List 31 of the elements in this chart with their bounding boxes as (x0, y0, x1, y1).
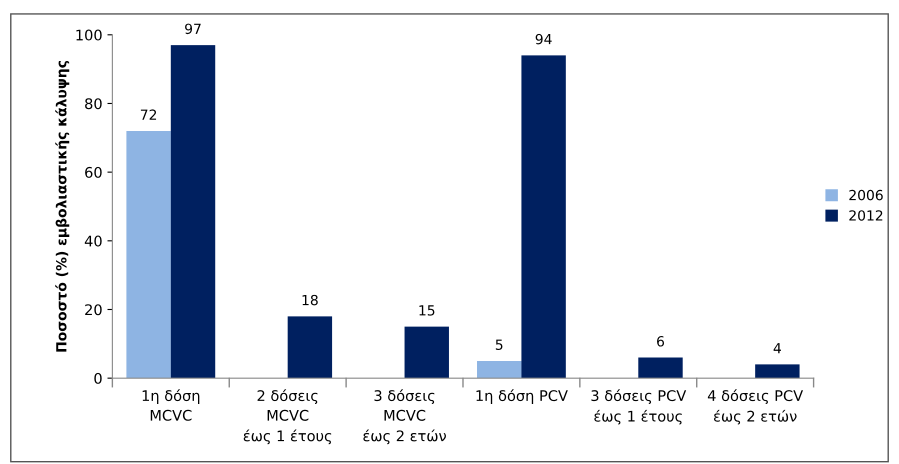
x-tick-label: 2 δόσεις MCVC έως 1 έτους (244, 389, 332, 444)
data-label: 97 (185, 24, 201, 34)
bar (477, 360, 522, 378)
bar (638, 358, 683, 378)
y-axis-title: Ποσοστό (%) εμβολιαστικής κάλυψης (55, 60, 70, 352)
data-label: 4 (774, 343, 782, 354)
x-tick-label: 3 δόσεις MCVC έως 2 ετών (363, 389, 446, 444)
y-tick-label: 80 (85, 98, 102, 110)
bar (404, 326, 449, 378)
data-label: 6 (657, 336, 664, 347)
y-tick-label: 0 (94, 372, 102, 384)
bar (755, 364, 800, 378)
x-tick-label: 1η δόση PCV (476, 389, 568, 404)
bar (288, 316, 332, 378)
x-tick-label: 3 δόσεις PCV έως 1 έτους (591, 389, 686, 425)
legend-label: 2006 (849, 190, 883, 200)
y-tick-label: 100 (76, 30, 102, 41)
data-label: 94 (536, 34, 552, 44)
bar (521, 55, 566, 378)
data-label: 72 (140, 109, 156, 120)
y-tick-label: 20 (85, 304, 102, 316)
legend-label: 2012 (849, 210, 882, 221)
y-tick-label: 60 (85, 166, 102, 178)
x-tick-label: 1η δόση MCVC (142, 389, 200, 421)
data-label: 5 (496, 340, 502, 350)
bar (126, 130, 171, 378)
y-tick-label: 40 (84, 236, 102, 247)
x-tick-label: 4 δόσεις PCV έως 2 ετών (708, 389, 804, 425)
data-label: 18 (302, 294, 318, 306)
bar (170, 45, 216, 378)
data-label: 15 (419, 305, 434, 316)
